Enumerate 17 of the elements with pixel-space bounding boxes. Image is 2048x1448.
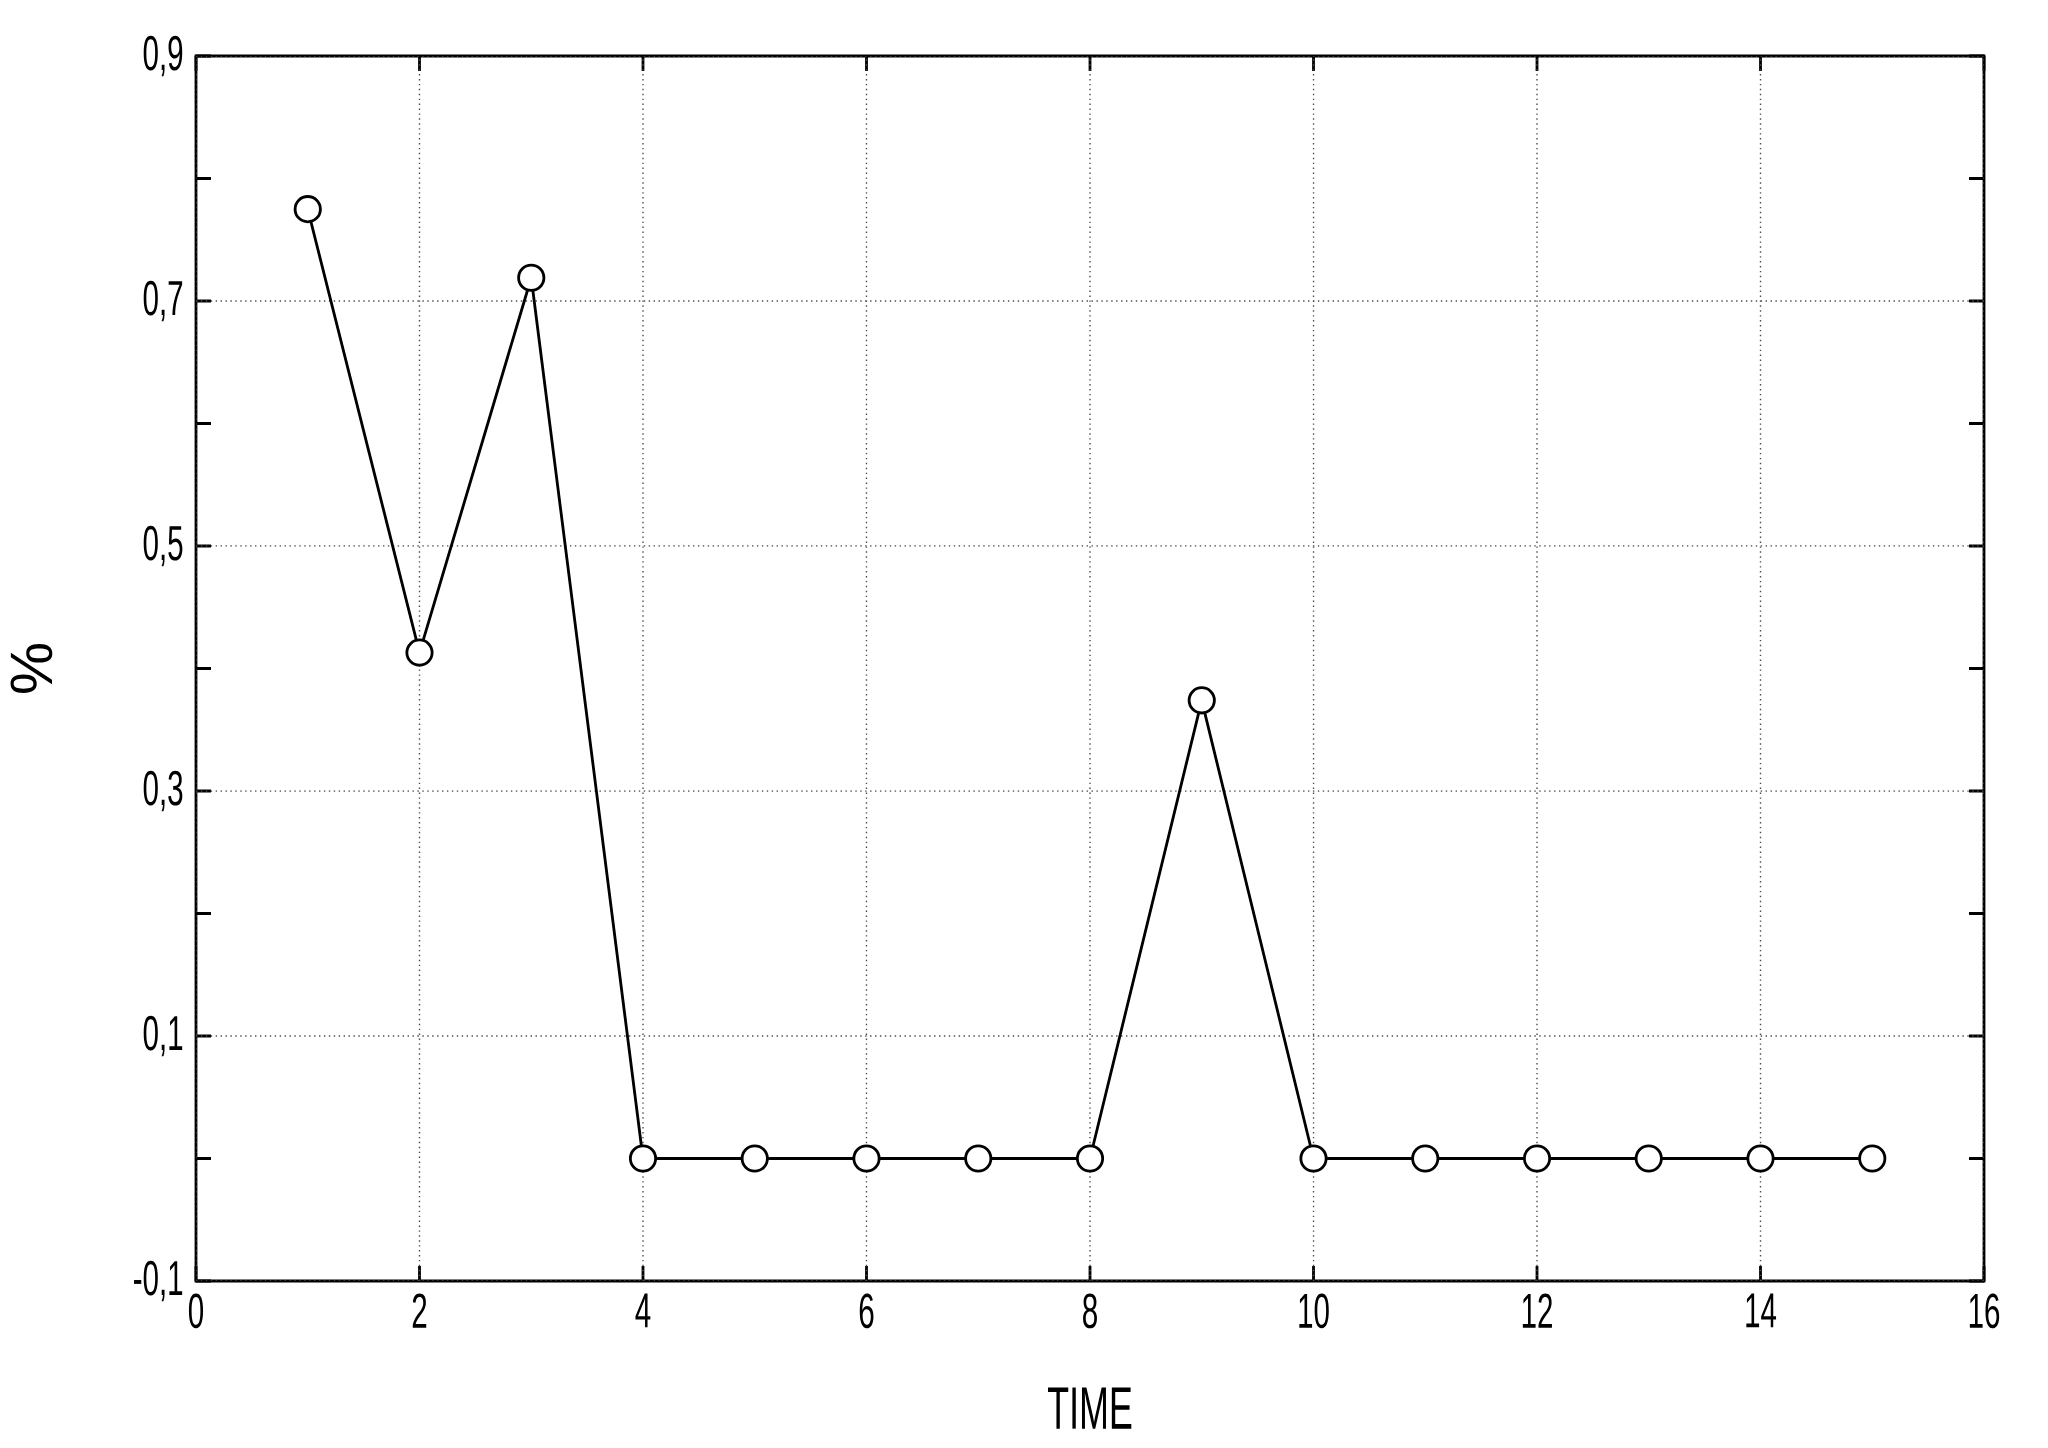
y-tick-label: 0,1 xyxy=(143,1015,183,1057)
y-axis-title: % xyxy=(10,644,53,693)
y-tick-label: -0,1 xyxy=(134,1260,183,1302)
x-tick-label: 2 xyxy=(412,1293,427,1328)
y-tick-label: 0,5 xyxy=(143,525,183,567)
x-tick-label: 16 xyxy=(1969,1293,2000,1329)
x-tick-label: 6 xyxy=(859,1293,874,1329)
x-tick-label: 10 xyxy=(1299,1293,1329,1329)
y-tick-label: 0,7 xyxy=(143,280,183,322)
x-tick-label: 12 xyxy=(1522,1293,1552,1328)
x-tick-label: 14 xyxy=(1746,1293,1777,1328)
x-tick-label: 8 xyxy=(1083,1293,1097,1329)
x-tick-label: 4 xyxy=(635,1293,651,1328)
x-tick-label: 0 xyxy=(188,1293,204,1329)
y-tick-label: 0,9 xyxy=(143,35,183,77)
y-tick-label: 0,3 xyxy=(143,770,183,812)
x-axis-title: TIME xyxy=(1048,1387,1132,1429)
